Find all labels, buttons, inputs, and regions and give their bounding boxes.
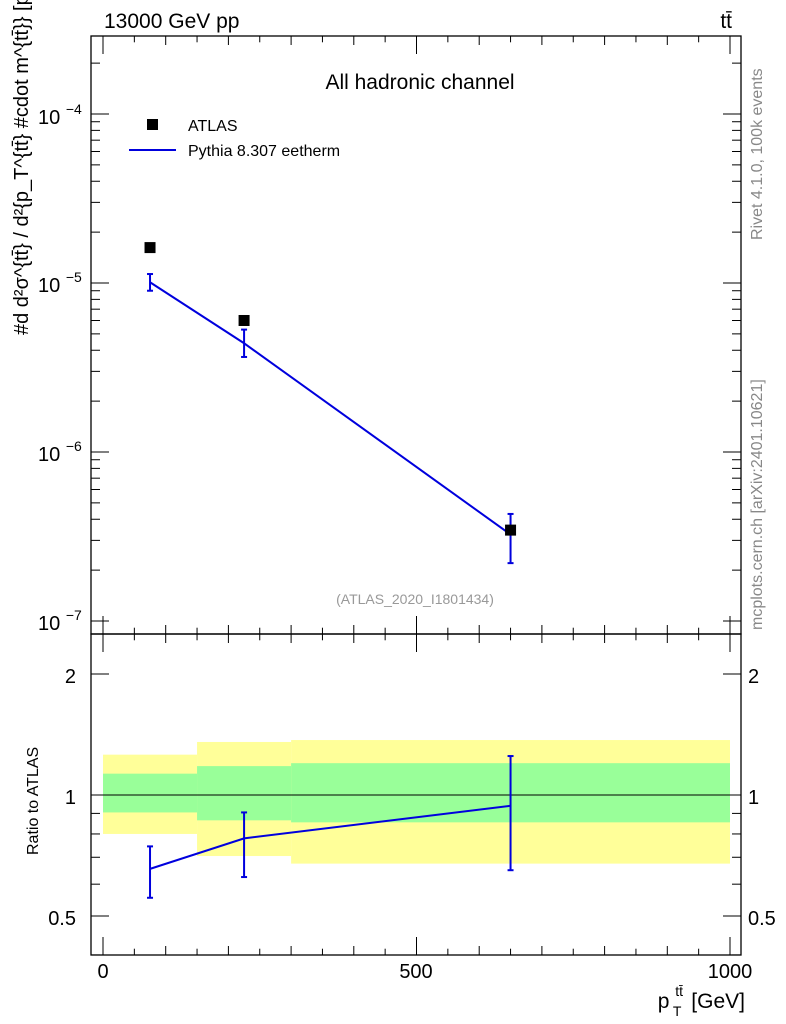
x-tick-labels: 0 500 1000 — [97, 961, 752, 983]
process-label: tt̄ — [720, 10, 732, 33]
x-axis-label-sup: tt̄ — [675, 983, 683, 999]
upper-tick-label: 10 −6 — [38, 438, 82, 466]
x-tick-label: 1000 — [708, 961, 753, 983]
lower-tick-labels: 2 1 0.5 2 1 0.5 — [48, 666, 776, 930]
lower-tick-label: 0.5 — [48, 908, 76, 930]
upper-ylabel-text: #d d²σ^{tt̄} / d²{p_T^{tt̄} #cdot m^{tt̄… — [11, 0, 33, 335]
upper-tick-label: 10 −5 — [38, 269, 82, 297]
lower-tick-label-right: 0.5 — [748, 908, 776, 930]
x-ticks — [102, 36, 731, 955]
upper-ylabel: #d d²σ^{tt̄} / d²{p_T^{tt̄} #cdot m^{tt̄… — [11, 0, 33, 335]
upper-tick-label-base: 10 — [38, 275, 60, 297]
ratio-bands — [91, 740, 741, 864]
atlas-point — [238, 314, 250, 326]
atlas-point — [144, 242, 156, 254]
lower-tick-label: 2 — [65, 666, 76, 688]
atlas-point — [505, 524, 517, 536]
legend-atlas-marker — [147, 119, 158, 130]
legend: ATLAS Pythia 8.307 eetherm — [129, 118, 340, 160]
pythia-line — [149, 281, 512, 536]
rivet-label: Rivet 4.1.0, 100k events — [749, 68, 766, 240]
upper-tick-label-exp: −6 — [66, 438, 82, 454]
x-axis-label-unit: [GeV] — [691, 990, 745, 1013]
upper-tick-labels: 10 −4 10 −5 10 −6 10 −7 — [38, 101, 82, 635]
chart-title: All hadronic channel — [325, 71, 514, 94]
upper-tick-label: 10 −4 — [38, 101, 82, 129]
upper-series — [144, 242, 517, 565]
upper-tick-label-exp: −5 — [66, 269, 82, 285]
x-axis-label-sub: T — [673, 1003, 682, 1019]
upper-tick-label-base: 10 — [38, 107, 60, 129]
lower-frame — [90, 633, 742, 956]
energy-label: 13000 GeV pp — [104, 10, 239, 33]
upper-tick-label: 10 −7 — [38, 607, 82, 635]
watermark: (ATLAS_2020_I1801434) — [336, 591, 494, 607]
upper-tick-label-base: 10 — [38, 444, 60, 466]
ratio-inner-band — [197, 766, 292, 821]
upper-tick-label-exp: −7 — [66, 607, 82, 623]
x-tick-label: 0 — [97, 961, 108, 983]
lower-tick-label-right: 1 — [748, 787, 759, 809]
upper-tick-label-exp: −4 — [66, 101, 82, 117]
legend-atlas-label: ATLAS — [188, 118, 238, 135]
x-tick-label: 500 — [399, 961, 432, 983]
lower-ylabel: Ratio to ATLAS — [25, 747, 42, 855]
upper-tick-label-base: 10 — [38, 613, 60, 635]
x-axis-label: p tt̄ T [GeV] — [658, 978, 745, 1021]
lower-tick-label-right: 2 — [748, 666, 759, 688]
upper-ticks — [91, 62, 741, 622]
ratio-inner-band — [103, 773, 198, 813]
x-axis-label-main: p — [658, 990, 670, 1013]
lower-tick-label: 1 — [65, 787, 76, 809]
mcplots-label: mcplots.cern.ch [arXiv:2401.10621] — [749, 379, 766, 630]
legend-pythia-label: Pythia 8.307 eetherm — [188, 143, 340, 160]
ratio-series — [147, 755, 514, 899]
